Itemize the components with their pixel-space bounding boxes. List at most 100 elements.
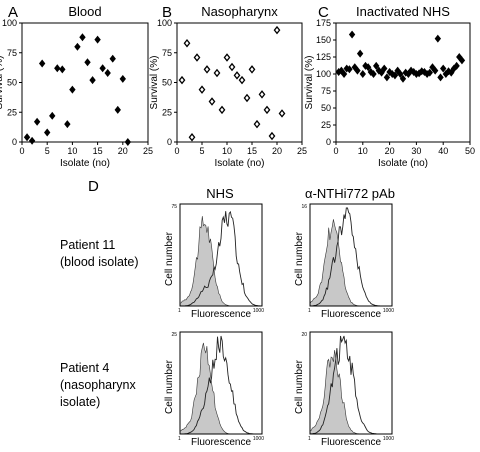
data-point [228,62,236,72]
data-point [99,64,106,73]
y-tick-label: 75 [321,86,331,96]
y-tick-label: 125 [316,52,331,62]
histogram-frame [179,203,263,307]
data-point [38,59,46,68]
y-tick-label: 50 [7,78,17,88]
data-point [233,71,241,80]
data-point [218,105,226,115]
data-point [23,133,31,142]
data-point [223,53,231,62]
data-point [426,68,433,77]
x-min-label: 1 [308,308,311,314]
data-point [124,138,132,146]
data-point [354,66,361,75]
y-tick-label: 0 [12,137,17,147]
histogram-patient4-nhs: Cell number Fluorescence 25 1 1000 [164,331,264,448]
x-min-label: 1 [178,308,181,314]
y-max-label: 75 [171,204,177,210]
data-point [268,131,276,141]
plot-frame [21,22,149,143]
data-point [258,90,266,99]
fluorescence-label: Fluorescence [191,309,251,320]
panel-letter-a: A [8,4,18,21]
y-tick-label: 0 [326,137,331,147]
data-point [79,33,86,42]
data-point [383,73,391,82]
plot-title: Nasopharynx [201,4,278,19]
control-histogram [179,216,262,307]
data-point [208,97,216,106]
data-point [28,136,36,145]
plot-frame [335,22,471,143]
fluorescence-label: Fluorescence [321,437,381,448]
column-header-nhs: NHS [206,186,234,201]
data-point [213,68,221,78]
data-point [381,64,388,73]
data-point [364,63,372,72]
data-point [397,70,404,78]
x-tick-label: 15 [93,146,103,156]
data-point [348,30,356,39]
x-tick-label: 50 [465,146,475,156]
x-tick-label: 15 [247,146,257,156]
data-point [64,120,71,129]
x-tick-label: 10 [67,146,77,156]
data-point [193,53,201,62]
x-max-label: 1000 [383,436,394,442]
x-max-label: 1000 [253,308,264,314]
y-tick-label: 25 [321,120,331,130]
x-tick-label: 20 [385,146,395,156]
data-point [340,70,348,78]
data-point [44,128,51,137]
data-point [263,105,271,115]
histogram-frame [309,203,393,307]
y-tick-label: 50 [321,103,331,113]
y-axis-label: Survival (%) [149,56,160,110]
cell-number-label: Cell number [164,231,175,286]
row-label-isolate: isolate) [60,395,100,409]
test-histogram [180,210,262,307]
data-point [54,64,61,73]
plot-title: Blood [68,4,101,19]
panel-letter-c: C [318,4,329,21]
histogram-patient11-antibody: Cell number Fluorescence 16 1 1000 [294,203,394,320]
x-tick-label: 0 [19,146,24,156]
data-point [59,65,66,74]
control-histogram [309,350,392,435]
y-tick-label: 150 [316,35,331,45]
y-axis-label: Survival (%) [304,56,315,110]
x-tick-label: 25 [297,146,307,156]
data-point [373,61,380,70]
x-tick-label: 20 [272,146,282,156]
x-tick-label: 25 [143,146,153,156]
data-point [198,85,206,94]
column-header-antibody: α-NTHi772 pAb [305,186,395,201]
histogram-patient11-nhs: Cell number Fluorescence 75 1 1000 [164,203,264,320]
y-max-label: 16 [301,204,307,210]
row-label-patient-11: Patient 11 [60,238,115,252]
plot-title: Inactivated NHS [356,4,450,19]
data-point [49,111,56,120]
data-point [273,25,281,35]
x-tick-label: 30 [411,146,421,156]
y-tick-label: 100 [316,69,331,79]
data-point [367,67,375,76]
row-label-nasopharynx: (nasopharynx [60,378,136,392]
data-point [74,42,81,51]
data-point [243,93,251,103]
x-tick-label: 0 [333,146,338,156]
data-point [69,85,76,94]
x-tick-label: 20 [118,146,128,156]
histogram-frame [309,331,393,435]
data-point [109,54,116,63]
x-min-label: 1 [308,436,311,442]
scatter-plot-inactivated-nhs: Inactivated NHS 0 10 20 30 40 50 0 25 50 75 100 125 1… [304,4,475,169]
x-tick-label: 40 [438,146,448,156]
fluorescence-label: Fluorescence [321,309,381,320]
x-axis-label: Isolate (no) [378,158,428,169]
data-point [359,70,366,78]
cell-number-label: Cell number [164,359,175,414]
x-min-label: 1 [178,436,181,442]
data-point [346,65,353,74]
data-point [183,38,191,48]
